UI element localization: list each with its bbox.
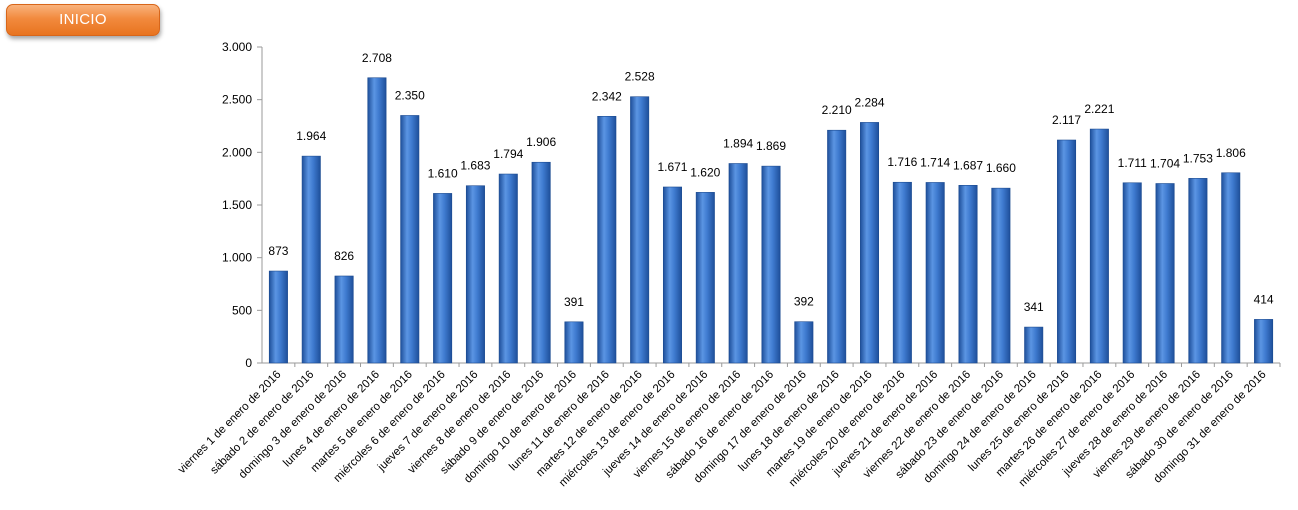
data-label: 1.683 <box>460 159 490 173</box>
data-label: 2.221 <box>1084 102 1114 116</box>
bar <box>860 122 880 364</box>
bar <box>498 173 518 364</box>
y-tick-label: 2.000 <box>222 145 252 159</box>
y-tick-label: 1.000 <box>222 251 252 265</box>
bar <box>433 193 453 364</box>
bar <box>1188 178 1208 364</box>
bar <box>662 186 682 364</box>
bar <box>695 192 715 364</box>
bar <box>827 129 847 364</box>
data-label: 2.350 <box>395 88 425 102</box>
y-tick-label: 0 <box>245 356 252 370</box>
data-label: 1.714 <box>920 155 950 169</box>
data-label: 2.342 <box>592 89 622 103</box>
bar <box>400 115 420 364</box>
bar <box>367 77 387 364</box>
bar <box>1254 319 1274 364</box>
bar <box>1057 139 1077 364</box>
bar <box>1122 182 1142 364</box>
bar <box>564 321 584 364</box>
data-label: 1.964 <box>296 129 326 143</box>
bar <box>958 185 978 364</box>
data-label: 2.117 <box>1052 113 1081 127</box>
bar <box>1155 183 1175 364</box>
data-label: 1.687 <box>953 158 983 172</box>
data-label: 2.708 <box>362 51 392 65</box>
data-label: 391 <box>564 295 584 309</box>
data-label: 1.704 <box>1150 157 1180 171</box>
bar <box>531 161 551 364</box>
data-label: 392 <box>794 295 814 309</box>
data-label: 341 <box>1024 300 1044 314</box>
bar <box>925 182 945 364</box>
bar <box>761 165 781 364</box>
data-label: 1.894 <box>723 136 753 150</box>
bar <box>1221 172 1241 364</box>
bar <box>1089 128 1109 364</box>
data-label: 1.794 <box>493 147 523 161</box>
data-label: 1.906 <box>526 135 556 149</box>
y-tick-label: 3.000 <box>222 40 252 54</box>
data-label: 1.806 <box>1216 146 1246 160</box>
bar <box>334 275 354 364</box>
bar <box>728 163 748 364</box>
bar <box>991 187 1011 364</box>
y-tick-label: 2.500 <box>222 93 252 107</box>
data-label: 873 <box>268 244 288 258</box>
data-label: 1.711 <box>1118 156 1147 170</box>
y-tick-label: 500 <box>232 303 252 317</box>
data-label: 1.716 <box>887 155 917 169</box>
bar <box>597 116 617 364</box>
data-label: 1.660 <box>986 161 1016 175</box>
y-tick-label: 1.500 <box>222 198 252 212</box>
data-label: 1.869 <box>756 139 786 153</box>
bar <box>1024 326 1044 364</box>
data-label: 414 <box>1254 292 1274 306</box>
data-label: 2.284 <box>855 95 885 109</box>
data-label: 826 <box>334 249 354 263</box>
bar <box>268 270 288 364</box>
data-label: 1.620 <box>690 165 720 179</box>
data-label: 2.210 <box>822 103 852 117</box>
inicio-button[interactable]: INICIO <box>6 4 160 36</box>
bar <box>301 155 321 364</box>
data-label: 1.753 <box>1183 151 1213 165</box>
data-label: 1.671 <box>657 160 687 174</box>
data-label: 2.528 <box>625 70 655 84</box>
data-label: 1.610 <box>428 166 458 180</box>
bar <box>465 185 485 364</box>
bar <box>630 96 650 364</box>
plot-area: 05001.0001.5002.0002.5003.000873viernes … <box>176 40 1281 489</box>
bar <box>892 181 912 364</box>
bar <box>794 321 814 364</box>
